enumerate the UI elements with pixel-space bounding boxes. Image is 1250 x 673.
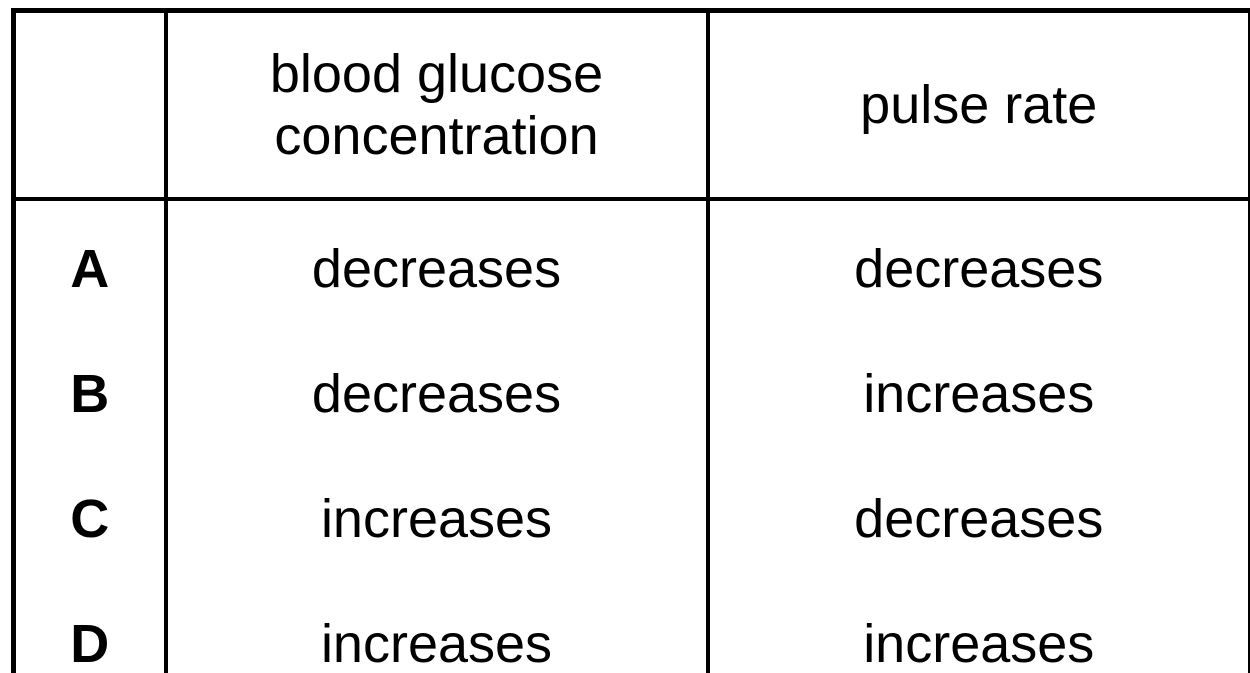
option-letter-a: A	[70, 238, 110, 299]
table-row-option-a: A decreases decreases	[14, 199, 1250, 326]
cell-d-pulse-rate: increases	[705, 576, 1250, 673]
option-letter-b: B	[70, 363, 110, 424]
cell-c-blood-glucose: increases	[163, 451, 708, 576]
cell-d-blood-glucose: increases	[163, 576, 708, 673]
cell-b-blood-glucose: decreases	[163, 326, 708, 451]
option-letter-d: D	[70, 613, 110, 673]
table-row-option-b: B decreases increases	[14, 326, 1250, 451]
header-option-column	[13, 10, 166, 201]
cell-c-pulse-rate: decreases	[705, 451, 1250, 576]
header-row: blood glucose concentration pulse rate	[13, 10, 1250, 201]
table-body: A decreases decreases B decreases increa…	[14, 199, 1250, 673]
table-header: blood glucose concentration pulse rate	[13, 10, 1250, 201]
table-row-option-d: D increases increases	[14, 576, 1250, 673]
cell-a-blood-glucose: decreases	[163, 199, 708, 326]
table-row-option-c: C increases decreases	[14, 451, 1250, 576]
cell-b-pulse-rate: increases	[705, 326, 1250, 451]
header-pulse-rate: pulse rate	[705, 10, 1250, 201]
option-letter-c: C	[70, 488, 110, 549]
answer-options-table: blood glucose concentration pulse rate A…	[11, 8, 1250, 673]
header-blood-glucose-concentration: blood glucose concentration	[163, 10, 708, 201]
cell-a-pulse-rate: decreases	[705, 199, 1250, 326]
